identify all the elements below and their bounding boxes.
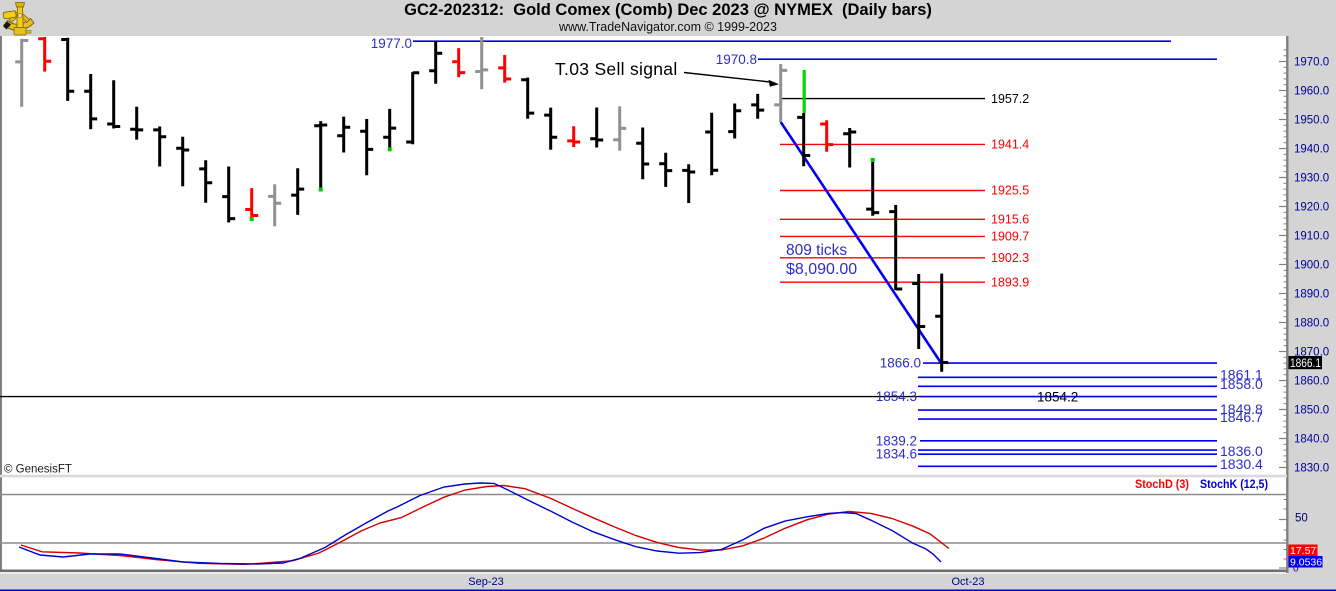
- svg-text:1839.2: 1839.2: [876, 433, 917, 448]
- svg-text:1866.1: 1866.1: [1290, 356, 1321, 370]
- svg-text:1957.2: 1957.2: [991, 92, 1029, 106]
- svg-text:1870.0: 1870.0: [1294, 347, 1329, 359]
- svg-text:1840.0: 1840.0: [1294, 434, 1329, 446]
- svg-text:1834.6: 1834.6: [876, 446, 917, 461]
- svg-text:1830.0: 1830.0: [1294, 463, 1329, 475]
- svg-text:1909.7: 1909.7: [991, 230, 1029, 244]
- svg-text:1850.0: 1850.0: [1294, 405, 1329, 417]
- svg-text:9.0536: 9.0536: [1290, 557, 1322, 569]
- svg-text:1941.4: 1941.4: [991, 138, 1029, 152]
- svg-text:1861.1: 1861.1: [1220, 367, 1263, 383]
- svg-text:1950.0: 1950.0: [1294, 115, 1329, 127]
- svg-text:1854.3: 1854.3: [876, 389, 917, 404]
- svg-text:1880.0: 1880.0: [1294, 318, 1329, 330]
- svg-text:50: 50: [1295, 513, 1308, 525]
- svg-text:17.57: 17.57: [1290, 545, 1316, 557]
- svg-text:1970.0: 1970.0: [1294, 57, 1329, 69]
- svg-text:StochK (12,5): StochK (12,5): [1200, 477, 1268, 491]
- svg-text:1893.9: 1893.9: [991, 275, 1029, 289]
- svg-text:1920.0: 1920.0: [1294, 202, 1329, 214]
- svg-text:1836.0: 1836.0: [1220, 443, 1263, 459]
- svg-text:1860.0: 1860.0: [1294, 376, 1329, 388]
- svg-text:StochD (3): StochD (3): [1135, 477, 1189, 491]
- svg-text:Oct-23: Oct-23: [951, 576, 984, 588]
- svg-text:1915.6: 1915.6: [991, 213, 1029, 227]
- svg-text:1846.7: 1846.7: [1220, 409, 1263, 425]
- svg-text:1854.2: 1854.2: [1037, 390, 1078, 405]
- svg-text:1960.0: 1960.0: [1294, 86, 1329, 98]
- svg-text:1890.0: 1890.0: [1294, 289, 1329, 301]
- svg-text:T.03 Sell signal: T.03 Sell signal: [555, 59, 678, 79]
- svg-text:1902.3: 1902.3: [991, 251, 1029, 265]
- svg-text:$8,090.00: $8,090.00: [786, 261, 857, 278]
- svg-text:1910.0: 1910.0: [1294, 231, 1329, 243]
- svg-text:1970.8: 1970.8: [716, 52, 757, 67]
- svg-text:1900.0: 1900.0: [1294, 260, 1329, 272]
- svg-text:1940.0: 1940.0: [1294, 144, 1329, 156]
- svg-text:© GenesisFT: © GenesisFT: [4, 464, 72, 476]
- svg-text:1849.8: 1849.8: [1220, 401, 1263, 417]
- svg-text:1977.0: 1977.0: [371, 36, 412, 51]
- svg-text:0: 0: [1293, 564, 1299, 575]
- svg-text:809 ticks: 809 ticks: [786, 242, 847, 259]
- svg-text:Sep-23: Sep-23: [468, 576, 503, 588]
- svg-text:1830.4: 1830.4: [1220, 456, 1263, 472]
- svg-text:1930.0: 1930.0: [1294, 173, 1329, 185]
- svg-text:1925.5: 1925.5: [991, 184, 1029, 198]
- svg-text:1858.0: 1858.0: [1220, 376, 1263, 392]
- svg-text:1866.0: 1866.0: [880, 356, 921, 371]
